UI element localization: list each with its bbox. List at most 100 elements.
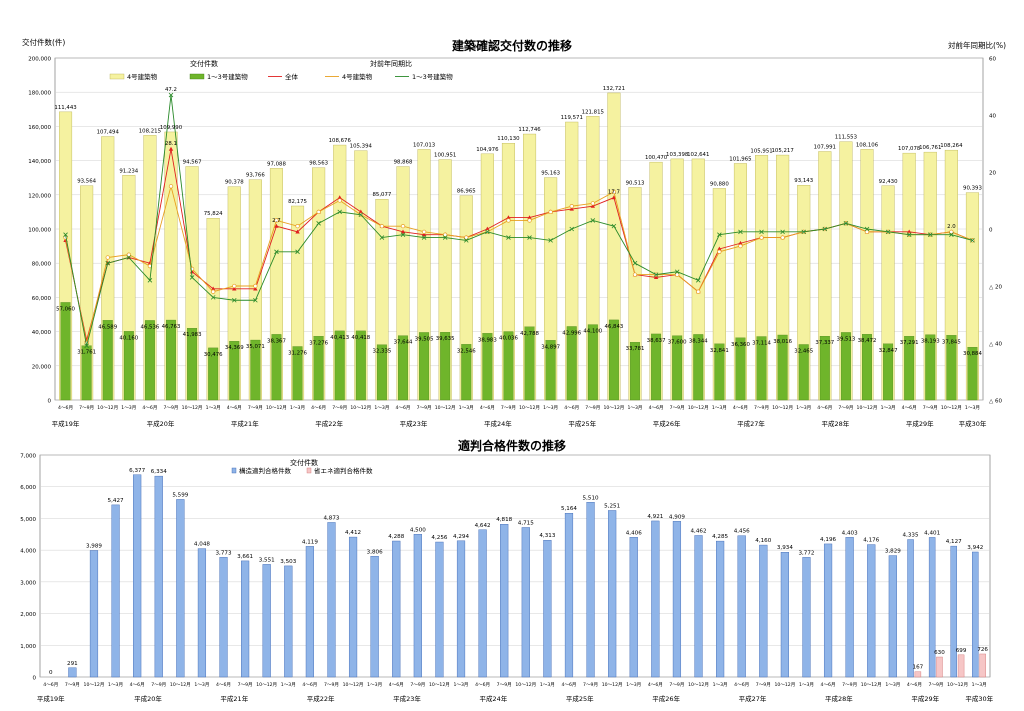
- chart2-category-label: 7〜9月: [583, 682, 598, 688]
- chart2-data-label: 4,401: [924, 530, 940, 536]
- chart2-bar-structure: [907, 539, 914, 678]
- chart1-data-label: 90,393: [963, 186, 982, 192]
- chart1-legend-label: 4号建築物: [127, 72, 158, 81]
- chart1-point-1to3gou: [695, 278, 701, 283]
- chart2-category-label: 4〜6月: [475, 682, 490, 688]
- chart1-data-label: 42,996: [562, 330, 581, 336]
- chart2-bar-structure: [133, 474, 142, 678]
- chart1-bar-1to3gou: [545, 340, 556, 401]
- chart2-category-label: 1〜3月: [799, 682, 814, 688]
- chart2-data-label: 3,773: [216, 550, 232, 556]
- chart2-data-label: 4,119: [302, 539, 318, 545]
- chart1-point-4gou: [168, 184, 174, 189]
- chart1-data-label: 46,763: [162, 324, 181, 330]
- chart1-point-4gou: [337, 198, 342, 203]
- chart1-point-1to3gou: [759, 229, 764, 235]
- chart1-year-label: 平成29年: [906, 419, 934, 428]
- chart2-category-label: 10〜12月: [602, 682, 623, 688]
- chart2-category-label: 4〜6月: [302, 682, 317, 688]
- chart1-point-1to3gou: [421, 235, 427, 240]
- chart2-data-label: 4,500: [410, 527, 426, 533]
- chart1-category-label: 4〜6月: [733, 405, 748, 411]
- chart2-bar-structure: [327, 522, 336, 678]
- chart2-data-label: 4,642: [475, 523, 491, 529]
- chart1-data-label: 104,976: [476, 147, 499, 153]
- chart2-bar-structure: [543, 540, 552, 678]
- chart2-category-label: 10〜12月: [170, 682, 191, 688]
- chart1-data-label: 97,088: [267, 161, 286, 167]
- chart1-category-label: 4〜6月: [480, 405, 495, 411]
- chart2-bar-structure: [629, 537, 638, 678]
- chart2-bar-structure: [348, 536, 358, 678]
- chart2-category-label: 10〜12月: [947, 682, 968, 688]
- chart2-bar-structure: [672, 521, 682, 678]
- chart2-data-label: 4,456: [734, 529, 750, 535]
- chart2-category-label: 7〜9月: [756, 682, 771, 688]
- chart2-bar-energy: [979, 653, 986, 678]
- chart1-data-label: 107,991: [814, 144, 836, 150]
- chart2-data-label: 5,251: [604, 503, 620, 509]
- chart2-year-label: 平成28年: [825, 694, 853, 703]
- chart2-tick-label: 0: [33, 676, 37, 682]
- chart1-point-4gou: [738, 243, 743, 249]
- chart1-data-label: 106,761: [919, 145, 941, 151]
- chart1-bar-1to3gou: [229, 341, 240, 401]
- chart1-point-total: [274, 223, 279, 228]
- chart1-bar-1to3gou: [376, 344, 387, 401]
- chart2-data-label: 5,164: [561, 506, 577, 512]
- chart1-category-label: 7〜9月: [163, 405, 178, 411]
- chart1-left-tick-label: 60,000: [32, 296, 52, 302]
- chart1-bar-1to3gou: [503, 331, 514, 401]
- chart2-category-label: 1〜3月: [453, 682, 468, 688]
- chart2-tick-label: 5,000: [20, 517, 36, 523]
- chart1-category-label: 10〜12月: [435, 405, 456, 411]
- chart2-data-label: 4,406: [626, 530, 642, 536]
- chart2-category-label: 4〜6月: [561, 682, 576, 688]
- chart1-point-total: [569, 206, 574, 211]
- chart1-left-tick-label: 140,000: [28, 159, 51, 165]
- chart1-bar-1to3gou: [840, 332, 851, 401]
- chart2-axes: 0 1,000 2,000 3,000 4,000 5,000 6,000 7,000 4〜6月…: [20, 454, 993, 704]
- chart1-data-label: 30,476: [204, 352, 223, 358]
- chart1-legend-heading-left: 交付件数: [190, 59, 218, 68]
- chart1-point-4gou: [379, 223, 385, 229]
- chart1-bar-1to3gou: [904, 336, 915, 401]
- chart1-point-1to3gou: [569, 226, 575, 232]
- chart2-year-label: 平成30年: [965, 694, 993, 703]
- chart1-data-label: 98,868: [394, 160, 413, 166]
- chart2-category-label: 7〜9月: [65, 682, 80, 688]
- chart2-data-label: 630: [934, 650, 945, 656]
- chart2-bar-structure: [392, 540, 401, 678]
- chart2-data-label: 4,909: [669, 514, 685, 520]
- chart2-year-label: 平成24年: [480, 694, 508, 703]
- chart1-data-label: 37,337: [815, 340, 834, 346]
- chart2-data-label: 5,599: [172, 492, 188, 498]
- chart1-data-label: 38,637: [647, 338, 666, 344]
- chart1-category-label: 7〜9月: [838, 405, 853, 411]
- chart1-bar-1to3gou: [798, 344, 809, 401]
- chart2-bar-structure: [370, 556, 379, 678]
- chart1-left-tick-label: 180,000: [28, 91, 51, 97]
- chart1-data-label: 36,360: [731, 342, 750, 348]
- chart1-data-label: 112,746: [518, 127, 541, 133]
- chart2-data-label: 4,873: [323, 515, 339, 521]
- chart1-bar-1to3gou: [123, 331, 134, 401]
- chart2-legend-heading: 交付件数: [290, 458, 318, 467]
- chart2-data-labels: 0 291 3,989 5,427 6,377 6,334 5,599 4,048 3,773 3…: [49, 468, 988, 676]
- chart1-point-1to3gou: [295, 249, 300, 255]
- chart1-bar-1to3gou: [271, 334, 282, 401]
- chart1-bar-1to3gou: [292, 346, 303, 401]
- chart2-data-label: 5,427: [108, 498, 124, 504]
- chart1-legend-label: 全体: [285, 72, 299, 81]
- chart2-legend-swatch: [231, 467, 237, 474]
- chart1-category-label: 4〜6月: [817, 405, 832, 411]
- chart2-category-label: 4〜6月: [130, 682, 145, 688]
- chart1-point-1to3gou: [105, 260, 111, 266]
- chart1-point-total: [189, 269, 195, 274]
- chart1-data-label: 38,193: [921, 339, 940, 345]
- chart2-data-label: 4,403: [842, 530, 858, 536]
- chart1-data-label: 30,884: [963, 351, 982, 357]
- chart2-data-label: 3,551: [259, 557, 275, 563]
- chart2-data-label: 4,818: [496, 517, 512, 523]
- chart1-left-tick-label: 100,000: [28, 228, 51, 234]
